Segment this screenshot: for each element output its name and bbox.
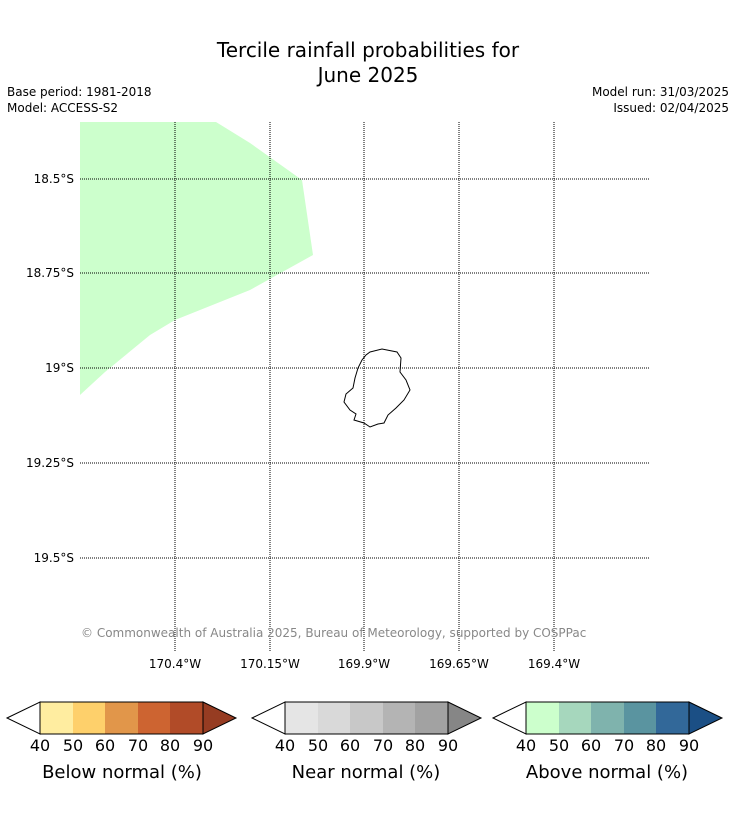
lat-label-19: 19°S bbox=[45, 361, 74, 375]
legend-tick: 40 bbox=[29, 736, 51, 755]
meta-left: Base period: 1981-2018 Model: ACCESS-S2 bbox=[7, 84, 152, 116]
legend-tick: 60 bbox=[339, 736, 361, 755]
above-normal-region bbox=[80, 122, 313, 395]
legend-bar-above bbox=[491, 701, 724, 735]
legend-bar-near bbox=[250, 701, 483, 735]
title-line-2: June 2025 bbox=[317, 63, 419, 87]
legend-tick: 90 bbox=[192, 736, 214, 755]
base-period-label: Base period: 1981-2018 bbox=[7, 85, 152, 99]
legend-tick: 80 bbox=[645, 736, 667, 755]
legend-tick: 60 bbox=[94, 736, 116, 755]
model-run-label: Model run: 31/03/2025 bbox=[591, 85, 729, 99]
legend-tick: 50 bbox=[62, 736, 84, 755]
legend-bar-below bbox=[5, 701, 238, 735]
lat-label-18-5: 18.5°S bbox=[33, 172, 74, 186]
legend-tick: 70 bbox=[372, 736, 394, 755]
legend-title-below: Below normal (%) bbox=[42, 762, 202, 783]
lon-label-170-4: 170.4°W bbox=[148, 657, 202, 671]
lon-label-169-4: 169.4°W bbox=[527, 657, 581, 671]
legend-tick: 40 bbox=[274, 736, 296, 755]
legend-tick: 60 bbox=[580, 736, 602, 755]
legend-tick: 50 bbox=[307, 736, 329, 755]
legend-title-above: Above normal (%) bbox=[525, 762, 689, 783]
issued-label: Issued: 02/04/2025 bbox=[613, 101, 729, 115]
legend-title-near: Near normal (%) bbox=[291, 762, 441, 783]
legend-tick: 90 bbox=[678, 736, 700, 755]
legend-tick: 80 bbox=[159, 736, 181, 755]
legend-tick: 90 bbox=[437, 736, 459, 755]
legend-tick: 40 bbox=[515, 736, 537, 755]
lat-label-19-25: 19.25°S bbox=[26, 456, 74, 470]
legend-tick: 80 bbox=[404, 736, 426, 755]
copyright-notice: © Commonwealth of Australia 2025, Bureau… bbox=[81, 626, 587, 640]
title-line-1: Tercile rainfall probabilities for bbox=[216, 38, 520, 62]
lat-label-19-5: 19.5°S bbox=[33, 551, 74, 565]
lat-label-18-75: 18.75°S bbox=[26, 266, 74, 280]
lon-label-169-9: 169.9°W bbox=[337, 657, 391, 671]
legend-tick: 50 bbox=[548, 736, 570, 755]
lon-label-169-65: 169.65°W bbox=[429, 657, 489, 671]
legend-tick: 70 bbox=[127, 736, 149, 755]
island-outline bbox=[343, 348, 411, 428]
meta-right: Model run: 31/03/2025 Issued: 02/04/2025 bbox=[592, 84, 729, 116]
legend-tick: 70 bbox=[613, 736, 635, 755]
lon-label-170-15: 170.15°W bbox=[240, 657, 300, 671]
lon-gridlines bbox=[174, 122, 555, 652]
model-label: Model: ACCESS-S2 bbox=[7, 101, 119, 115]
map-title: Tercile rainfall probabilities for June … bbox=[0, 38, 736, 88]
